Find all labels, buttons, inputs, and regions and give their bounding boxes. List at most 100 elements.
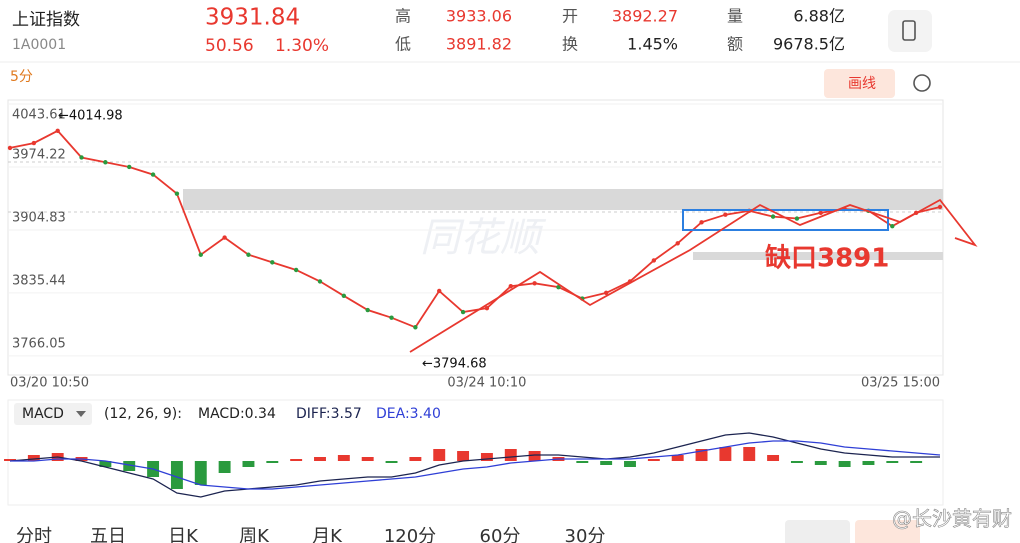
price-point: [198, 252, 203, 257]
price-point: [270, 260, 275, 265]
price-point: [222, 235, 227, 240]
macd-bar: [910, 461, 923, 463]
price-point: [7, 145, 13, 151]
label: 量: [727, 7, 743, 26]
label: 开: [562, 7, 578, 26]
macd-title: MACD: [22, 406, 64, 422]
macd-bar: [743, 447, 756, 461]
draw-button[interactable]: [824, 69, 895, 98]
price-point: [818, 210, 823, 216]
watermark: 同花顺: [420, 215, 547, 261]
macd-bar: [433, 449, 446, 461]
price-point: [484, 306, 490, 311]
value: 1.45%: [627, 35, 678, 54]
label: 高: [395, 7, 411, 26]
macd-bar: [385, 461, 398, 463]
tab[interactable]: 五日: [90, 526, 126, 543]
interval[interactable]: 5分: [10, 69, 33, 85]
watermark: @长沙黄有财: [892, 507, 1012, 531]
label: 额: [727, 35, 743, 54]
tab[interactable]: 30分: [565, 526, 606, 543]
macd-chart: DIFF:3.57 DEA:3.40: [4, 406, 941, 498]
price-point: [603, 290, 609, 296]
y-tick-label: 3835.44: [12, 273, 66, 288]
device-button[interactable]: [888, 10, 932, 52]
change-pct: 1.30%: [275, 36, 329, 56]
macd-bar: [27, 455, 40, 461]
macd-bar: [99, 461, 112, 467]
macd-bar: [123, 461, 136, 471]
macd-bar: [671, 455, 684, 461]
dea-label: DEA:3.40: [376, 406, 441, 422]
index-code: 1A0001: [12, 37, 66, 53]
price-point: [770, 214, 776, 219]
macd-bar: [695, 449, 708, 461]
macd-bar: [218, 461, 231, 473]
price-point: [79, 155, 84, 160]
macd-frame: [7, 399, 944, 506]
macd-bar: [290, 459, 303, 461]
x-tick-label: 03/20 10:50: [10, 376, 89, 391]
macd-bar: [337, 455, 350, 461]
macd-bar: [528, 451, 541, 461]
price-point: [794, 216, 800, 221]
macd-bar: [886, 461, 899, 463]
macd-bar: [719, 447, 732, 461]
price-point: [246, 252, 251, 257]
price-point: [150, 172, 156, 177]
dropdown-arrow: [76, 411, 86, 417]
macd-bar: [266, 461, 279, 463]
price-point: [103, 160, 108, 165]
chip-button[interactable]: [785, 520, 850, 543]
value: 9678.5亿: [773, 35, 845, 54]
annotation: ←4014.98: [58, 109, 123, 124]
macd-bar: [862, 461, 875, 465]
price-point: [31, 140, 37, 146]
tab[interactable]: 日K: [168, 526, 199, 543]
macd-bar: [600, 461, 613, 465]
macd-bar: [814, 461, 827, 465]
label: 低: [395, 35, 411, 54]
macd-bar: [242, 461, 255, 467]
tab[interactable]: 120分: [384, 526, 436, 543]
macd-bar: [4, 459, 16, 461]
price: 3931.84: [205, 5, 300, 31]
macd-bar: [361, 457, 374, 461]
macd-params: (12, 26, 9):: [104, 406, 182, 422]
macd-bar: [647, 459, 660, 461]
price-point: [55, 128, 60, 133]
label: 换: [562, 35, 578, 54]
value: 6.88亿: [793, 7, 845, 26]
settings-icon[interactable]: [913, 74, 931, 92]
macd-bar: [624, 461, 636, 467]
macd-bar: [314, 457, 326, 461]
price-point: [127, 164, 132, 170]
macd-bar: [170, 461, 183, 489]
draw-button-label: 画线: [848, 76, 876, 92]
price-point: [341, 293, 347, 298]
macd-bar: [504, 449, 517, 461]
annotation: ←3794.68: [422, 357, 487, 372]
macd-bar: [790, 461, 803, 463]
value: 3933.06: [446, 7, 512, 26]
index-name: 上证指数: [12, 10, 80, 30]
price-point: [317, 279, 323, 284]
macd-selector[interactable]: [14, 403, 92, 425]
device-icon: [902, 20, 916, 41]
macd-line: [9, 432, 940, 498]
hand-drawn-path: [409, 198, 978, 353]
tab[interactable]: 分时: [16, 526, 52, 543]
macd-bar: [194, 461, 207, 485]
price-chart: 3766.05 3835.44 3904.83 3974.22 4043.61 03/20…: [7, 103, 943, 391]
watchlist-button[interactable]: [855, 520, 920, 543]
tab[interactable]: 周K: [239, 526, 270, 543]
price-point: [365, 307, 370, 313]
x-tick-label: 03/25 15:00: [861, 376, 940, 391]
price-point: [508, 284, 513, 289]
tab[interactable]: 月K: [312, 526, 343, 543]
price-point: [389, 315, 394, 320]
value: 3892.27: [612, 7, 678, 26]
tab[interactable]: 60分: [480, 526, 521, 543]
chart-frame: [7, 99, 944, 376]
